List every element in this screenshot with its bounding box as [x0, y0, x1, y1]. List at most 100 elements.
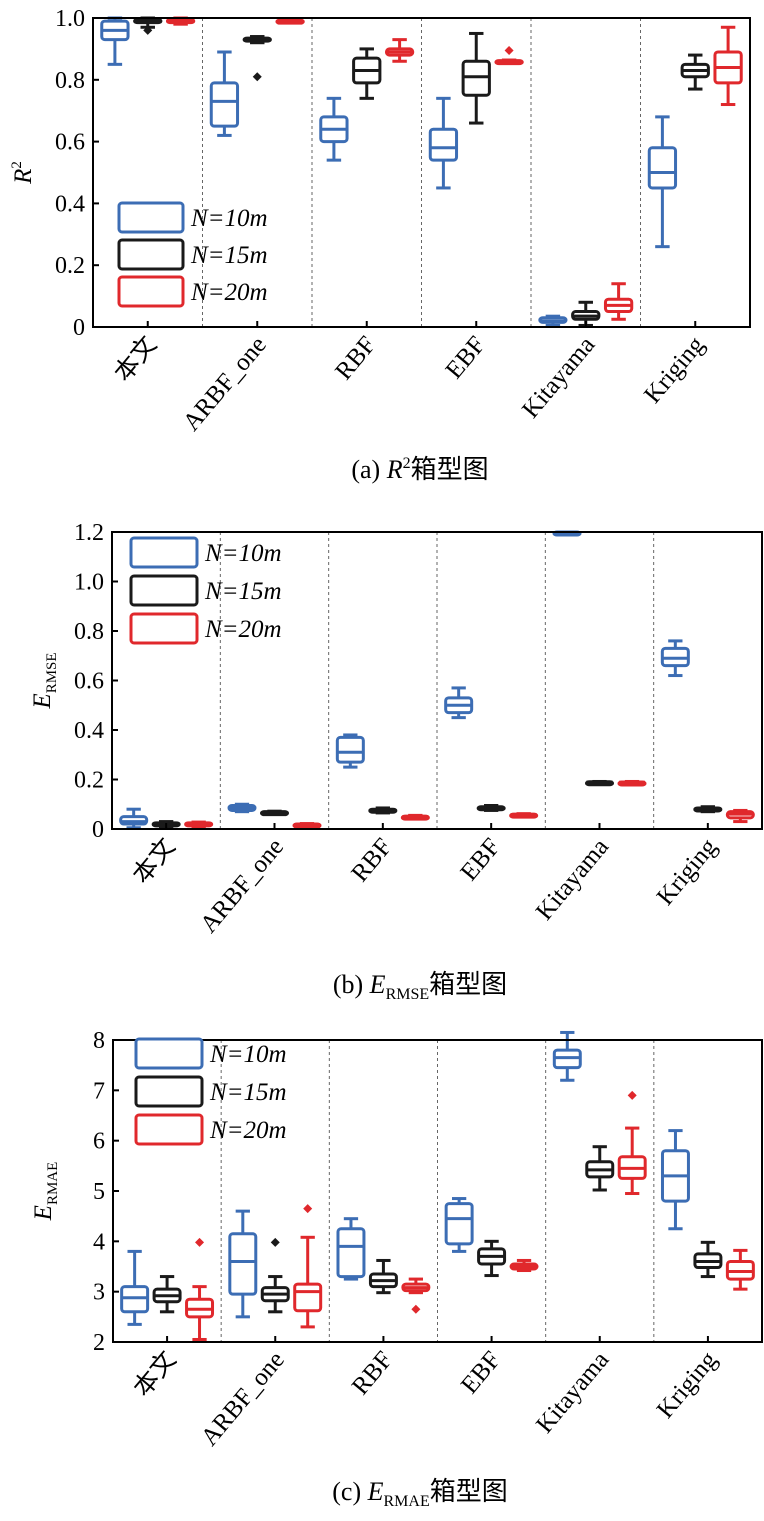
y-tick-label: 3 [93, 1280, 105, 1306]
box-iqr [228, 1232, 258, 1296]
legend-entry: N=15m [117, 238, 268, 271]
outlier-point [411, 1304, 421, 1314]
series-2 [151, 779, 723, 830]
legend-swatch [117, 201, 185, 234]
plot-frame [92, 17, 751, 328]
y-tick-label: 0.8 [74, 619, 104, 645]
box-iqr [461, 59, 491, 97]
box-5 [538, 314, 568, 327]
box-1 [185, 1237, 215, 1341]
y-tick-label: 0 [92, 817, 104, 843]
box-3 [400, 813, 430, 821]
box-1 [100, 16, 130, 66]
box-2 [227, 802, 257, 814]
box-6 [660, 1129, 690, 1231]
legend-swatch [129, 574, 199, 607]
box-iqr [444, 1202, 474, 1246]
legend-label: N=20m [190, 279, 268, 306]
y-axis-label: ERMSE [29, 652, 60, 709]
legend-label: N=10m [190, 205, 268, 232]
box-2 [260, 1237, 290, 1314]
y-tick-label: 8 [93, 1028, 105, 1054]
box-6 [680, 53, 710, 91]
box-iqr [209, 81, 240, 128]
box-iqr [293, 1282, 323, 1313]
series-2 [133, 16, 710, 327]
outlier-point [627, 1090, 637, 1100]
x-tick-label: ARBF_one [178, 332, 272, 437]
y-tick-label: 0.6 [55, 130, 85, 156]
series-3 [165, 16, 743, 321]
y-tick-label: 0 [73, 315, 85, 341]
box-6 [647, 115, 678, 249]
box-3 [319, 96, 349, 162]
box-2 [275, 17, 305, 25]
legend-label: N=20m [204, 616, 282, 643]
box-3 [352, 47, 382, 100]
box-4 [494, 45, 524, 66]
box-4 [477, 1239, 507, 1278]
box-5 [585, 779, 614, 787]
x-tick-label: Kriging [652, 1346, 723, 1423]
legend-swatch [129, 612, 199, 645]
box-4 [428, 96, 459, 190]
box-5 [585, 1145, 615, 1192]
caption-sub: RMAE [384, 1493, 430, 1510]
box-4 [444, 686, 474, 720]
y-tick-label: 7 [93, 1078, 105, 1104]
legend-entry: N=10m [117, 201, 268, 234]
box-iqr [120, 1285, 150, 1314]
legend-entry: N=15m [129, 574, 282, 607]
legend-entry: N=10m [129, 536, 282, 569]
y-axis-label-symbol: E [29, 693, 56, 709]
box-2 [242, 35, 272, 82]
box-iqr [428, 127, 459, 162]
y-tick-label: 1.2 [74, 520, 104, 546]
x-tick-label: EBF [441, 332, 491, 384]
box-6 [713, 25, 743, 107]
y-axis-label-sub: RMSE [44, 652, 60, 693]
y-axis-label: ERMAE [30, 1162, 61, 1222]
legend-entry: N=20m [129, 612, 282, 645]
panel-caption: (c) ERMAE箱型图 [332, 1477, 508, 1510]
x-tick-label: Kitayama [531, 1347, 614, 1439]
x-tick-label: ARBF_one [195, 834, 289, 939]
box-1 [119, 807, 149, 830]
legend-swatch [117, 238, 185, 271]
series-2 [152, 1145, 723, 1314]
x-tick-label: RBF [330, 332, 381, 386]
legend-label: N=10m [204, 540, 282, 567]
y-tick-label: 0.2 [74, 768, 104, 794]
x-tick-label: RBF [346, 834, 397, 888]
caption-suffix: 箱型图 [430, 1477, 508, 1506]
y-tick-label: 0.4 [74, 718, 104, 744]
y-tick-label: 6 [93, 1129, 105, 1155]
outlier-point [252, 72, 262, 82]
chart-panel-2: 0 0.2 0.4 0.6 0.8 1.0 1.2 本文 ARBF_one RBF EBF Kitay… [29, 520, 763, 1003]
caption-suffix: 箱型图 [411, 455, 489, 484]
box-iqr [335, 735, 365, 764]
box-2 [228, 1209, 258, 1319]
box-6 [693, 1240, 723, 1279]
box-3 [335, 733, 365, 769]
legend-entry: N=20m [117, 275, 268, 308]
x-tick-label: Kriging [639, 331, 710, 408]
y-tick-label: 0.2 [55, 253, 85, 279]
box-2 [292, 822, 322, 829]
caption-prefix: (c) [332, 1477, 367, 1506]
y-tick-label: 1.0 [74, 570, 104, 596]
y-axis-label-sub: RMAE [45, 1162, 61, 1205]
y-axis-label-symbol: E [30, 1205, 57, 1221]
box-4 [444, 1197, 474, 1253]
box-iqr [647, 146, 678, 190]
y-tick-label: 2 [93, 1330, 105, 1356]
outlier-point [195, 1237, 205, 1247]
box-2 [293, 1204, 323, 1329]
y-axis-label: R2 [9, 161, 37, 185]
y-axis-label-symbol: R [10, 169, 37, 185]
panel-caption: (a) R2箱型图 [351, 455, 488, 484]
legend-swatch [134, 1113, 204, 1146]
x-tick-label: EBF [456, 1347, 506, 1399]
